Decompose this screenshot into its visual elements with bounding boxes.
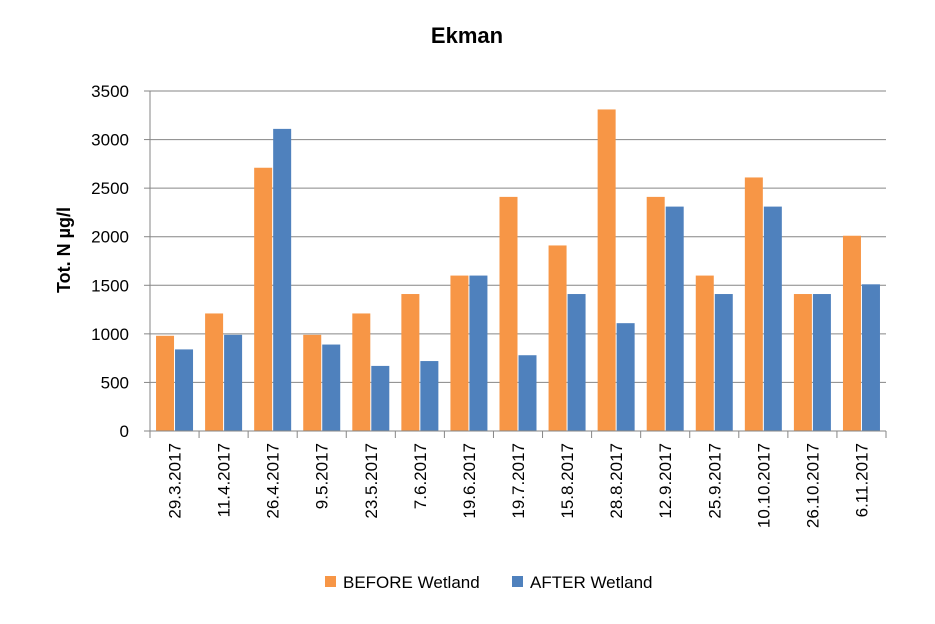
- bar-before: [156, 335, 175, 431]
- bar-after: [763, 206, 782, 431]
- y-tick-label: 1000: [91, 325, 129, 344]
- bar-before: [303, 334, 322, 431]
- x-tick-label: 26.4.2017: [264, 443, 283, 519]
- bar-after: [518, 355, 537, 431]
- bar-after: [567, 294, 586, 431]
- bar-after: [224, 334, 243, 431]
- bars: [156, 109, 880, 431]
- x-tick-label: 12.9.2017: [656, 443, 675, 519]
- x-tick-label: 7.6.2017: [411, 443, 430, 509]
- bar-after: [175, 349, 194, 431]
- x-tick-label: 10.10.2017: [754, 443, 773, 528]
- gridlines: [150, 90, 886, 383]
- x-tick-label: 25.9.2017: [705, 443, 724, 519]
- y-tick-label: 0: [120, 422, 129, 441]
- x-tick-label: 6.11.2017: [852, 443, 871, 517]
- y-tick-label: 1500: [91, 276, 129, 295]
- bar-before: [548, 245, 567, 431]
- axes: [144, 90, 887, 438]
- bar-before: [499, 196, 518, 431]
- x-tick-label: 26.10.2017: [803, 443, 822, 528]
- y-tick-labels: 0 500 1000 1500 2000 2500 3000 3500: [91, 82, 129, 441]
- bar-before: [842, 235, 861, 431]
- bar-before: [744, 177, 763, 431]
- x-tick-labels: 29.3.2017 11.4.2017 26.4.2017 9.5.2017 23.5.…: [166, 443, 872, 528]
- bar-after: [273, 128, 292, 431]
- legend-label: BEFORE Wetland: [343, 573, 480, 592]
- bar-after: [322, 344, 341, 431]
- bar-after: [861, 284, 880, 431]
- bar-before: [450, 275, 469, 431]
- x-tick-label: 9.5.2017: [313, 443, 332, 509]
- x-tick-label: 15.8.2017: [558, 443, 577, 519]
- y-tick-label: 2000: [91, 228, 129, 247]
- y-tick-label: 500: [101, 373, 129, 392]
- bar-after: [616, 323, 635, 431]
- bar-after: [812, 294, 831, 431]
- x-tick-label: 28.8.2017: [607, 443, 626, 519]
- bar-after: [665, 206, 684, 431]
- bar-after: [371, 365, 390, 431]
- y-tick-label: 3500: [91, 82, 129, 101]
- x-tick-label: 29.3.2017: [166, 443, 185, 519]
- y-tick-label: 2500: [91, 179, 129, 198]
- bar-after: [469, 275, 488, 431]
- chart-title: Ekman: [431, 23, 503, 48]
- legend-label: AFTER Wetland: [530, 573, 653, 592]
- bar-before: [646, 196, 665, 431]
- x-tick-label: 19.6.2017: [460, 443, 479, 519]
- bar-after: [420, 361, 439, 431]
- x-tick-label: 19.7.2017: [509, 443, 528, 519]
- bar-before: [793, 294, 812, 431]
- bar-before: [254, 167, 273, 431]
- bar-after: [714, 294, 733, 431]
- bar-before: [205, 313, 224, 431]
- bar-before: [401, 294, 420, 431]
- legend-swatch: [512, 576, 523, 587]
- x-tick-label: 23.5.2017: [362, 443, 381, 519]
- legend: BEFORE Wetland AFTER Wetland: [325, 573, 653, 592]
- x-tick-label: 11.4.2017: [215, 443, 234, 517]
- legend-swatch: [325, 576, 336, 587]
- y-tick-label: 3000: [91, 131, 129, 150]
- bar-before: [352, 313, 371, 431]
- bar-before: [597, 109, 616, 431]
- bar-before: [695, 275, 714, 431]
- y-axis-title: Tot. N µg/l: [54, 207, 74, 293]
